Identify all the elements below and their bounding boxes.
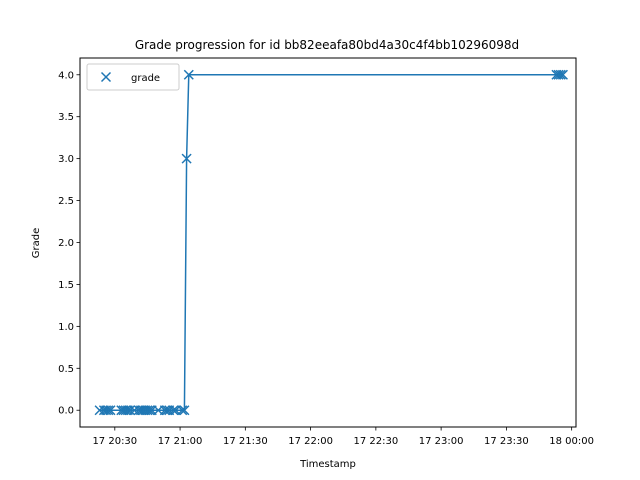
y-tick-label: 1.0 <box>58 322 74 333</box>
data-point-marker <box>103 405 114 416</box>
data-point-marker <box>183 69 194 80</box>
data-point-marker <box>142 405 153 416</box>
chart-title: Grade progression for id bb82eeafa80bd4a… <box>135 38 519 52</box>
plot-area <box>94 69 568 416</box>
data-point-marker <box>159 405 170 416</box>
legend-label-grade: grade <box>131 73 160 84</box>
data-point-marker <box>179 405 190 416</box>
y-tick-label: 4.0 <box>58 70 74 81</box>
data-point-marker <box>101 405 112 416</box>
data-point-marker <box>181 153 192 164</box>
data-point-marker <box>557 69 568 80</box>
x-tick-label: 17 21:30 <box>223 436 268 447</box>
data-point-marker <box>177 405 188 416</box>
y-tick-label: 0.0 <box>58 406 74 417</box>
y-tick-label: 2.0 <box>58 238 74 249</box>
x-axis-label: Timestamp <box>299 459 356 470</box>
x-axis: 17 20:30 17 21:00 17 21:30 17 22:00 17 22:30… <box>92 427 594 447</box>
y-axis-label: Grade <box>31 228 42 259</box>
x-tick-label: 17 22:00 <box>288 436 333 447</box>
legend-marker-grade <box>100 71 112 83</box>
data-point-marker <box>120 405 131 416</box>
data-point-marker <box>105 405 116 416</box>
x-tick-label: 17 23:00 <box>419 436 464 447</box>
y-tick-label: 3.5 <box>58 112 74 123</box>
y-tick-label: 0.5 <box>58 364 74 375</box>
y-axis: 0.0 0.5 1.0 1.5 2.0 2.5 3.0 3.5 4.0 <box>58 70 80 417</box>
y-tick-label: 2.5 <box>58 196 74 207</box>
y-tick-label: 3.0 <box>58 154 74 165</box>
legend-box <box>86 63 180 91</box>
x-tick-label: 18 00:00 <box>549 436 594 447</box>
data-point-marker <box>125 405 136 416</box>
legend: grade <box>86 63 180 91</box>
x-tick-label: 17 23:30 <box>484 436 529 447</box>
x-tick-label: 17 20:30 <box>92 436 137 447</box>
data-point-marker <box>555 69 566 80</box>
data-point-marker <box>144 405 155 416</box>
x-tick-label: 17 21:00 <box>158 436 203 447</box>
data-point-marker <box>553 69 564 80</box>
data-point-marker <box>168 405 179 416</box>
y-tick-label: 1.5 <box>58 280 74 291</box>
x-tick-label: 17 22:30 <box>353 436 398 447</box>
